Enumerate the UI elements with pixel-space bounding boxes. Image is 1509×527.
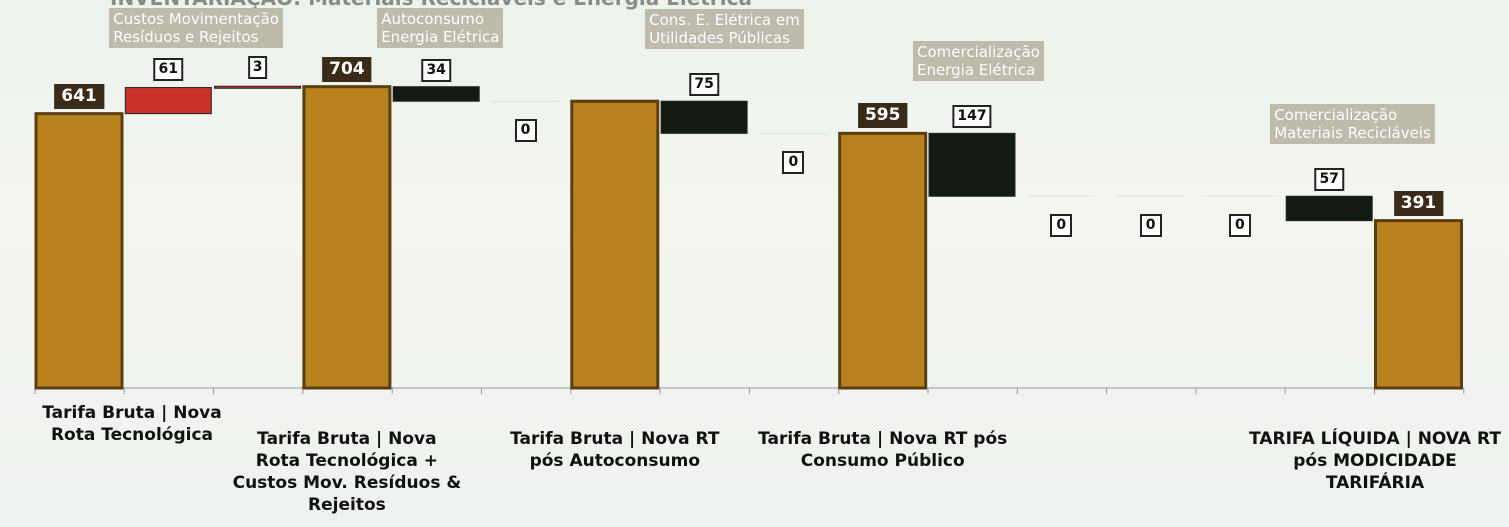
bar-total xyxy=(302,85,392,390)
bar-decrease xyxy=(392,86,480,102)
data-label: 61 xyxy=(153,57,184,81)
data-label: 0 xyxy=(514,119,537,143)
category-label: TARIFA LÍQUIDA | NOVA RT pós MODICIDADE … xyxy=(1249,429,1501,493)
bar-decrease xyxy=(660,100,748,134)
annotation-note: Cons. E. Elétrica em Utilidades Públicas xyxy=(645,9,804,50)
data-label: 0 xyxy=(782,151,805,175)
data-label: 0 xyxy=(1050,214,1073,238)
category-label: Tarifa Bruta | Nova RT pós Autoconsumo xyxy=(510,429,720,471)
data-label: 147 xyxy=(952,105,992,129)
bar-decrease xyxy=(1285,195,1373,222)
category-label: Tarifa Bruta | Nova Rota Tecnológica xyxy=(42,403,222,445)
data-label: 75 xyxy=(689,73,719,97)
annotation-note: Comercialização Energia Elétrica xyxy=(913,41,1044,82)
bar-total xyxy=(838,131,928,390)
category-label: Tarifa Bruta | Nova Rota Tecnológica + C… xyxy=(232,429,462,515)
bar-decrease xyxy=(928,132,1016,197)
annotation-note: Autoconsumo Energia Elétrica xyxy=(377,8,504,48)
bar-total xyxy=(34,112,124,390)
chart-title: INVENTARIAÇÃO: Materiais Recicláveis e E… xyxy=(110,0,752,10)
bar-increase xyxy=(214,85,302,89)
annotation-note: Comercialização Materiais Recicláveis xyxy=(1270,104,1435,145)
data-label: 3 xyxy=(247,56,268,80)
data-label: 57 xyxy=(1314,168,1344,192)
bar-total xyxy=(1374,219,1463,390)
data-label: 595 xyxy=(857,103,908,129)
data-label: 391 xyxy=(1393,190,1444,216)
annotation-note: Custos Movimentação Resíduos e Rejeitos xyxy=(109,8,283,48)
data-label: 0 xyxy=(1139,214,1162,238)
data-label: 704 xyxy=(322,56,372,82)
bar-total xyxy=(570,99,660,390)
data-label: 34 xyxy=(421,58,451,82)
bar-increase xyxy=(124,87,212,115)
data-label: 641 xyxy=(54,83,104,109)
data-label: 0 xyxy=(1228,214,1251,238)
category-label: Tarifa Bruta | Nova RT pós Consumo Públi… xyxy=(758,429,1008,471)
